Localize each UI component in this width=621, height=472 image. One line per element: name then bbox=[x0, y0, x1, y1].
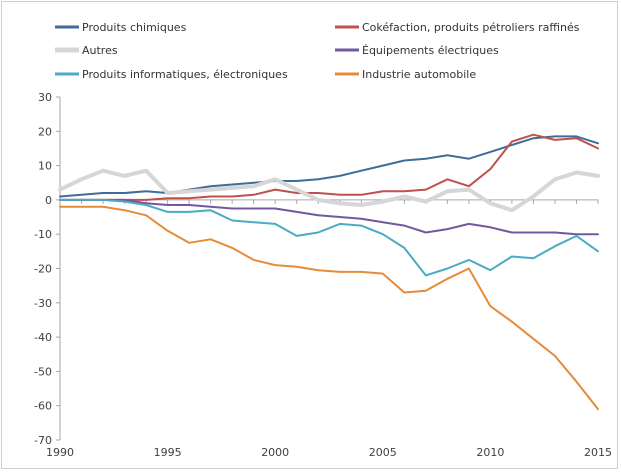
y-tick-label: -50 bbox=[34, 365, 52, 378]
x-tick-label: 1995 bbox=[154, 446, 182, 459]
x-tick-label: 2005 bbox=[369, 446, 397, 459]
legend-label-1: Cokéfaction, produits pétroliers raffiné… bbox=[362, 21, 580, 34]
legend-label-3: Équipements électriques bbox=[362, 44, 499, 57]
y-tick-label: 30 bbox=[38, 91, 52, 104]
series-line-3 bbox=[59, 198, 599, 236]
y-tick-label: 20 bbox=[38, 125, 52, 138]
y-tick-label: -10 bbox=[34, 228, 52, 241]
series-line-1 bbox=[59, 133, 599, 201]
legend-label-4: Produits informatiques, électroniques bbox=[82, 68, 288, 81]
x-tick-label: 1990 bbox=[46, 446, 74, 459]
series-line-5 bbox=[59, 205, 599, 411]
x-tick-label: 2010 bbox=[476, 446, 504, 459]
y-tick-label: -30 bbox=[34, 297, 52, 310]
y-tick-label: -70 bbox=[34, 434, 52, 447]
series-line-0 bbox=[59, 135, 599, 198]
x-tick-label: 2015 bbox=[584, 446, 612, 459]
series-line-2 bbox=[58, 168, 600, 213]
y-tick-label: 10 bbox=[38, 160, 52, 173]
chart-series-group bbox=[58, 133, 600, 411]
series-line-4 bbox=[59, 198, 599, 277]
y-tick-label: -60 bbox=[34, 400, 52, 413]
legend-label-5: Industrie automobile bbox=[362, 68, 476, 81]
y-tick-label: -20 bbox=[34, 263, 52, 276]
legend-label-0: Produits chimiques bbox=[82, 21, 187, 34]
y-tick-label: -40 bbox=[34, 331, 52, 344]
legend-label-2: Autres bbox=[82, 44, 118, 57]
y-tick-label: 0 bbox=[45, 194, 52, 207]
chart-legend: Produits chimiques Cokéfaction, produits … bbox=[55, 21, 580, 81]
x-tick-label: 2000 bbox=[261, 446, 289, 459]
